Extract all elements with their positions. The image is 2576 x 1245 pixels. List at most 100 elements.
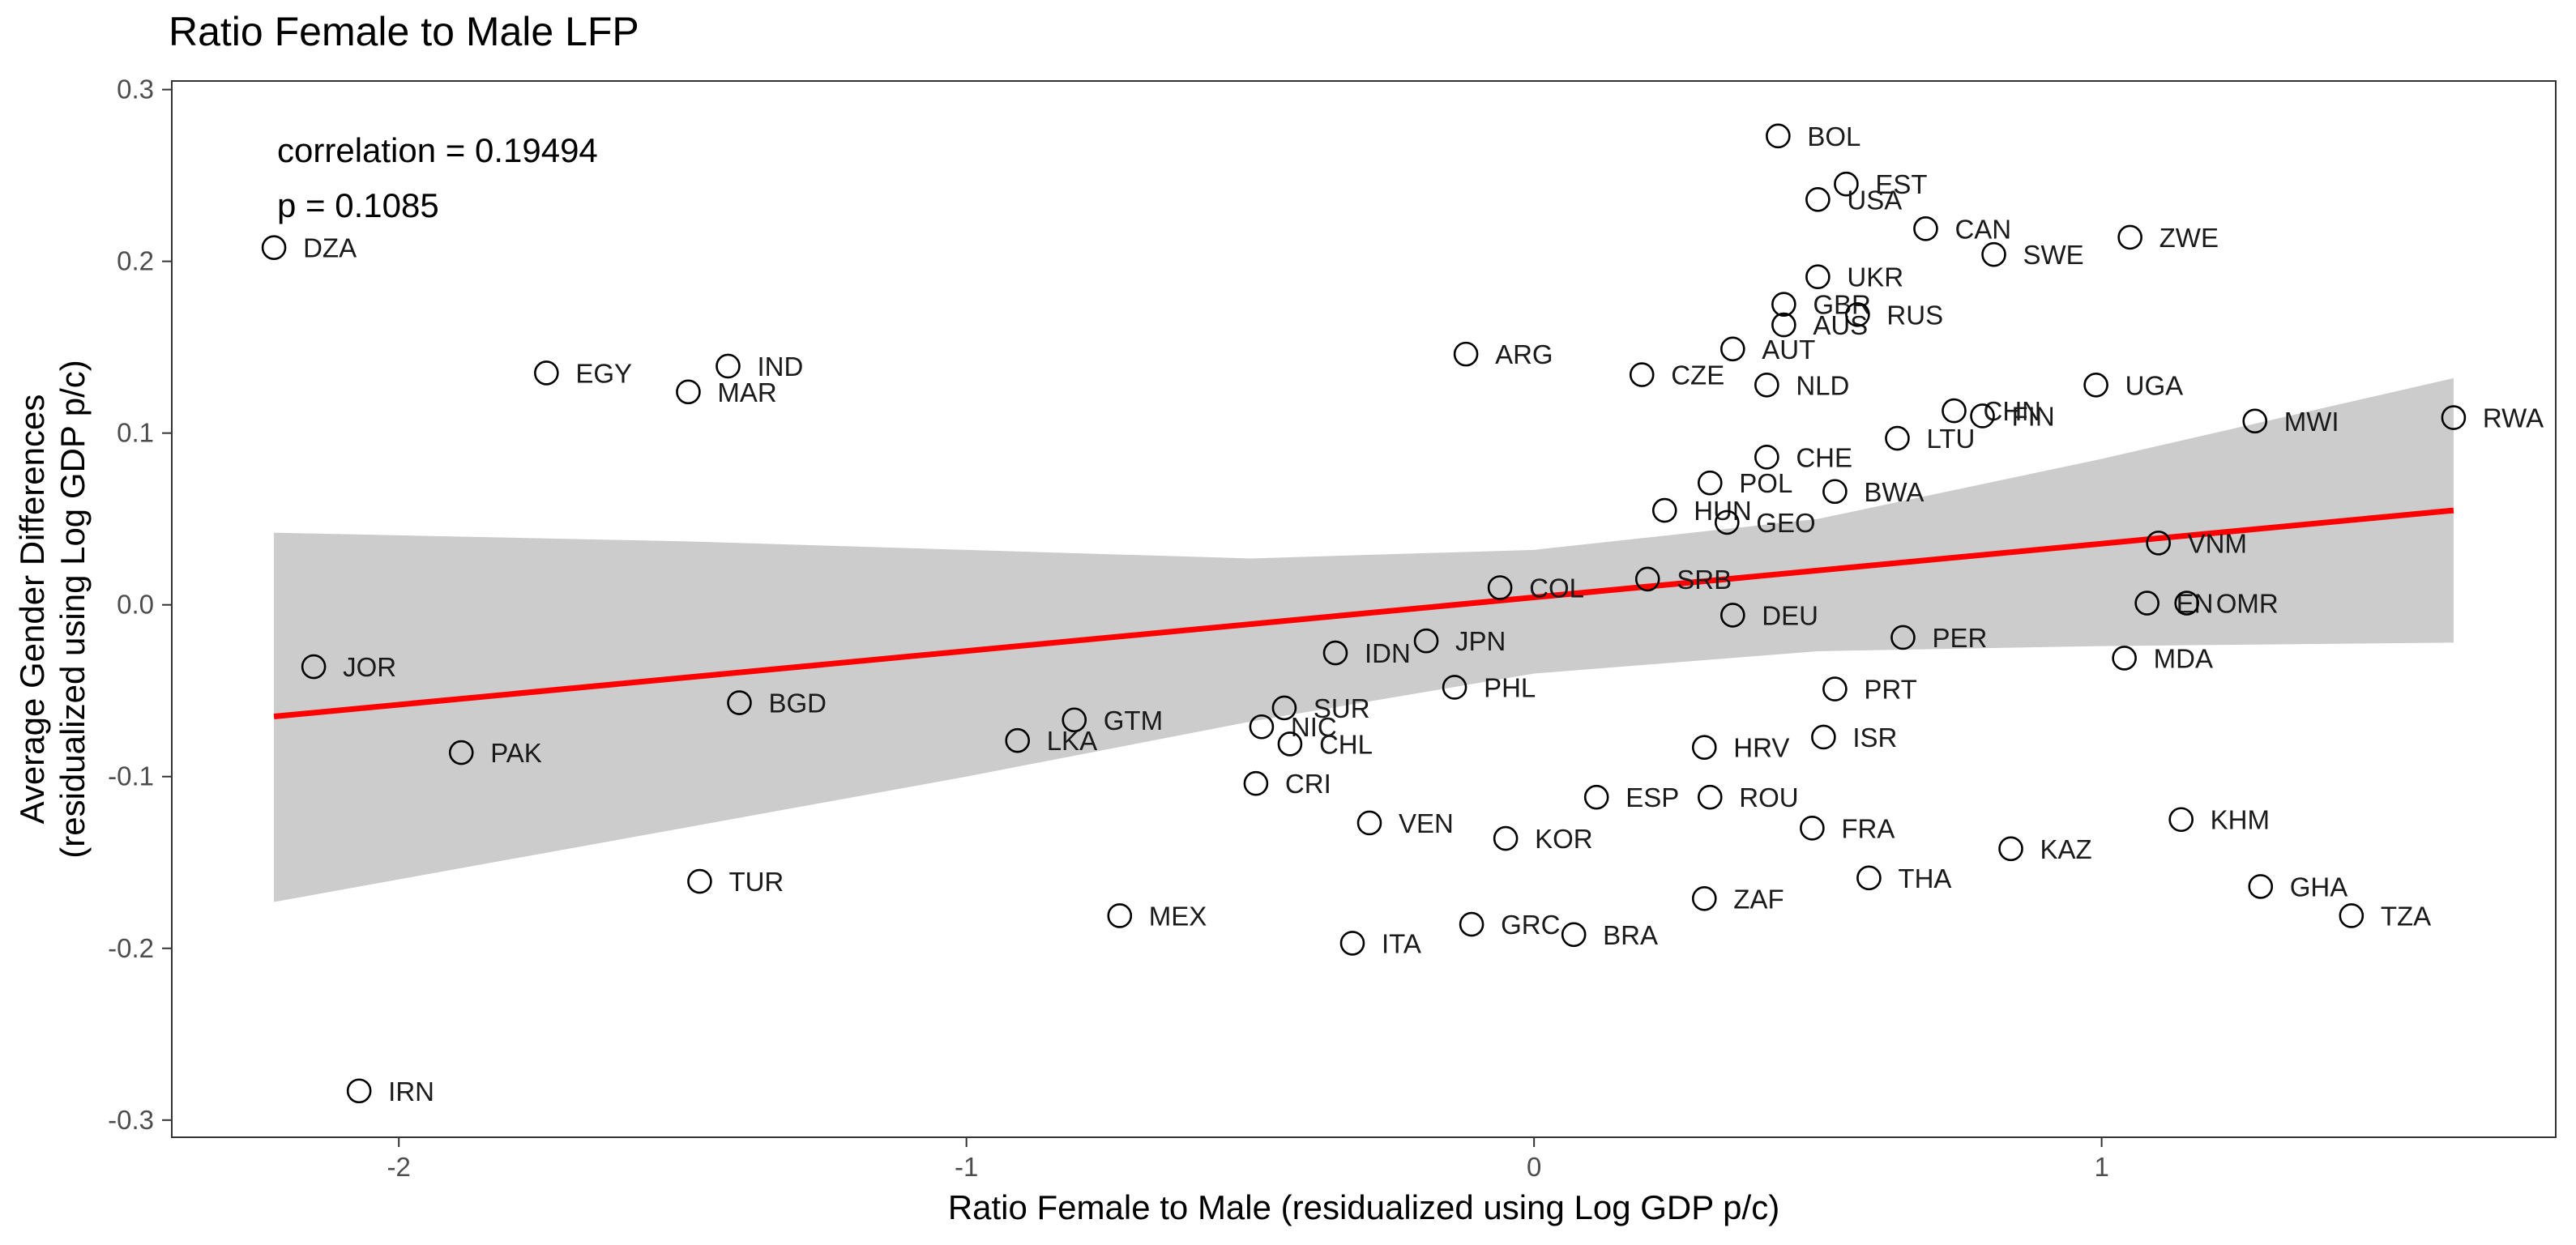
data-point-group: ISR [1811,723,1897,753]
data-point-group: EGY [534,358,632,388]
data-point-label: FIN [2012,401,2055,431]
data-point [1691,735,1717,760]
data-point [1487,575,1513,600]
data-point-group: CZE [1629,360,1724,390]
data-point-group: IND [716,352,803,382]
data-point [1322,640,1348,666]
data-point [2441,405,2467,430]
y-tick-label: 0.0 [117,590,154,620]
data-point-group: PER [1890,623,1987,653]
data-point [2168,807,2194,833]
data-point-group: SUR [1271,693,1370,723]
data-point-label: UGA [2125,370,2184,400]
data-point-group: SWE [1981,240,2084,270]
data-point [1805,187,1831,212]
data-point [1005,727,1031,753]
data-point-label: GEO [1756,508,1815,538]
data-point-label: ISR [1852,723,1897,753]
data-point [2083,372,2108,398]
data-point-group: JPN [1413,626,1506,656]
data-point-group: THA [1856,863,1951,893]
data-point-group: DZA [261,233,357,263]
data-point-group: UKR [1805,262,1903,292]
data-point-group: TZA [2339,901,2431,931]
data-point-label: BGD [768,689,827,718]
data-point [716,353,741,379]
data-point-label: LKA [1047,726,1097,756]
data-point [2117,224,2142,250]
data-point-label: AUT [1762,335,1815,365]
y-tick-label: 0.2 [117,246,154,276]
data-point-label: GHA [2290,872,2348,902]
data-point-group: ARG [1453,339,1553,369]
y-axis-ticks: 0.3 0.2 0.1 0.0 -0.1 -0.2 -0.3 [108,75,172,1135]
data-point [1754,372,1779,398]
data-point-label: VNM [2188,528,2247,558]
data-point-group: HRV [1691,733,1789,763]
data-point-label: CHE [1796,442,1852,472]
data-point-group: KAZ [1998,834,2092,864]
chart-title: Ratio Female to Male LFP [169,9,639,54]
p-value-annotation: p = 0.1085 [277,186,439,224]
y-axis-title: Average Gender Differences (residualized… [13,360,92,859]
y-axis-title-line-1: Average Gender Differences [13,394,51,825]
data-point-label: RWA [2483,403,2544,433]
data-point [1561,922,1587,948]
data-point-label: UKR [1847,262,1903,292]
data-point-label: MAR [717,377,776,407]
data-point [1771,312,1796,338]
data-point-label: VEN [1399,808,1454,838]
data-point [1800,816,1825,841]
data-point-label: ZWE [2159,223,2219,253]
data-point-group: VEN [1356,808,1454,838]
data-point-group: GHA [2248,872,2348,902]
regression-line [273,507,2454,720]
data-point-group: PRT [1822,675,1917,705]
data-point-group: CHL [1277,729,1373,759]
x-tick-label: -2 [387,1152,411,1182]
data-point-group: JOR [301,652,396,682]
data-point [1856,865,1882,891]
data-point-group: BRA [1561,920,1658,950]
data-point-label: CAN [1954,214,2011,244]
data-point-label: ZAF [1733,884,1784,914]
data-point-group: ESP [1583,782,1679,812]
data-point [1493,825,1519,851]
data-point [1766,123,1791,149]
data-point-label: JPN [1455,626,1506,656]
y-tick-label: 0.3 [117,75,154,104]
data-point-label: JOR [343,652,396,682]
data-point [1834,171,1859,197]
data-point-group: CHE [1754,442,1852,472]
x-tick-label: 1 [2094,1152,2108,1182]
data-point-group: PAK [448,738,542,768]
data-point-label: BOL [1807,122,1860,151]
data-point-label: SRB [1677,565,1732,595]
data-point [2174,591,2199,616]
fit-line-layer [273,507,2454,720]
data-point-label: GRC [1501,910,1560,940]
data-point-label: CZE [1671,360,1724,390]
data-point [1583,784,1609,810]
data-point-group: ITA [1339,928,1421,958]
data-point-group: GRC [1459,910,1560,940]
data-point [1970,403,1995,429]
data-point-group: IDN [1322,638,1411,668]
data-point-group: MEX [1107,901,1207,931]
data-point-label: MEX [1149,901,1207,931]
data-point [1413,628,1439,654]
data-point-group: LKA [1005,726,1097,756]
data-point [1691,885,1717,911]
data-point [1811,724,1836,750]
data-point-group: OMR [2174,589,2279,619]
data-point [2146,531,2171,556]
data-point-group: BWA [1822,477,1924,507]
data-point-label: TZA [2381,901,2431,931]
data-point-group: GEO [1715,508,1816,538]
data-point [1243,770,1269,796]
data-point [1651,497,1677,523]
data-point-label: NLD [1796,370,1849,400]
x-axis-ticks: -2 -1 0 1 [387,1137,2109,1182]
data-point-group: NLD [1754,370,1849,400]
confidence-band [274,377,2454,902]
